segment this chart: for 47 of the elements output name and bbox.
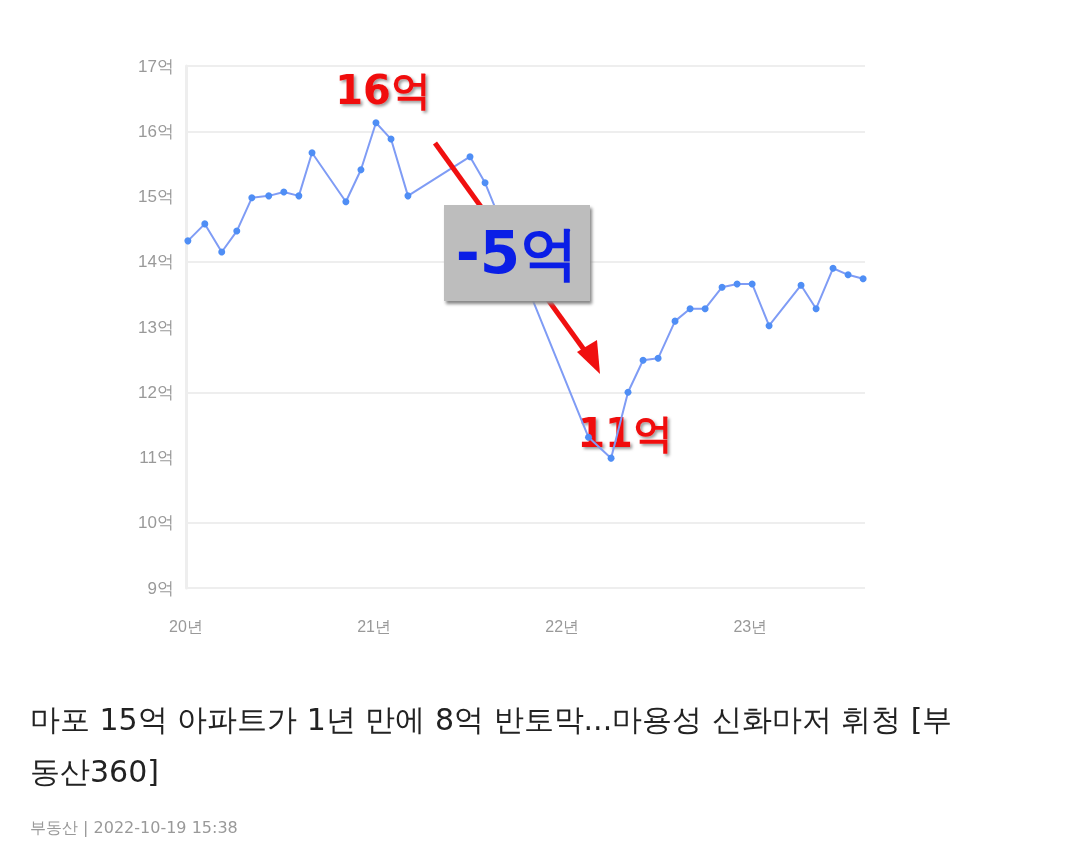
point — [357, 166, 365, 174]
point — [201, 220, 209, 228]
point — [372, 119, 380, 127]
point — [466, 153, 474, 161]
point — [218, 248, 226, 256]
point — [624, 388, 632, 396]
point — [481, 179, 489, 187]
point — [280, 188, 288, 196]
point — [812, 305, 820, 313]
x-tick-label: 20년 — [169, 617, 203, 635]
y-tick-label: 17억 — [138, 56, 174, 76]
point — [701, 305, 709, 313]
point — [748, 280, 756, 288]
y-tick-label: 16억 — [138, 121, 174, 141]
point — [265, 192, 273, 200]
x-tick-label: 22년 — [545, 617, 580, 635]
y-tick-label: 11억 — [139, 448, 174, 467]
y-tick-label: 12억 — [138, 382, 174, 402]
point — [859, 275, 867, 283]
point — [654, 354, 662, 362]
y-tick-label: 10억 — [138, 513, 174, 533]
text: 부동산 | 2022-10-19 15:38 — [30, 818, 238, 839]
point — [829, 264, 837, 272]
point — [342, 198, 350, 206]
point — [686, 305, 694, 313]
annotation: 11억 — [577, 410, 673, 457]
point — [233, 227, 241, 235]
annotation: -5억 — [444, 205, 590, 301]
point — [718, 283, 726, 291]
point — [295, 192, 303, 200]
point — [797, 281, 805, 289]
y-tick-label: 14억 — [138, 252, 174, 272]
point — [607, 454, 615, 462]
point — [184, 237, 192, 245]
point — [248, 194, 256, 202]
point — [765, 322, 773, 330]
annotation: 16억 — [335, 66, 431, 113]
text: 마포 15억 아파트가 1년 만에 8억 반토막...마용성 신화마저 휘청 [부동산360] — [30, 701, 954, 791]
y-tick-label: 15억 — [138, 187, 174, 206]
x-tick-label: 23년 — [733, 617, 768, 635]
point — [639, 356, 647, 364]
x-tick-label: 21년 — [357, 617, 391, 635]
point — [308, 149, 316, 157]
y-tick-label: 9억 — [147, 578, 174, 598]
point — [844, 271, 852, 279]
point — [404, 192, 412, 200]
y-tick-label: 13억 — [138, 317, 174, 337]
